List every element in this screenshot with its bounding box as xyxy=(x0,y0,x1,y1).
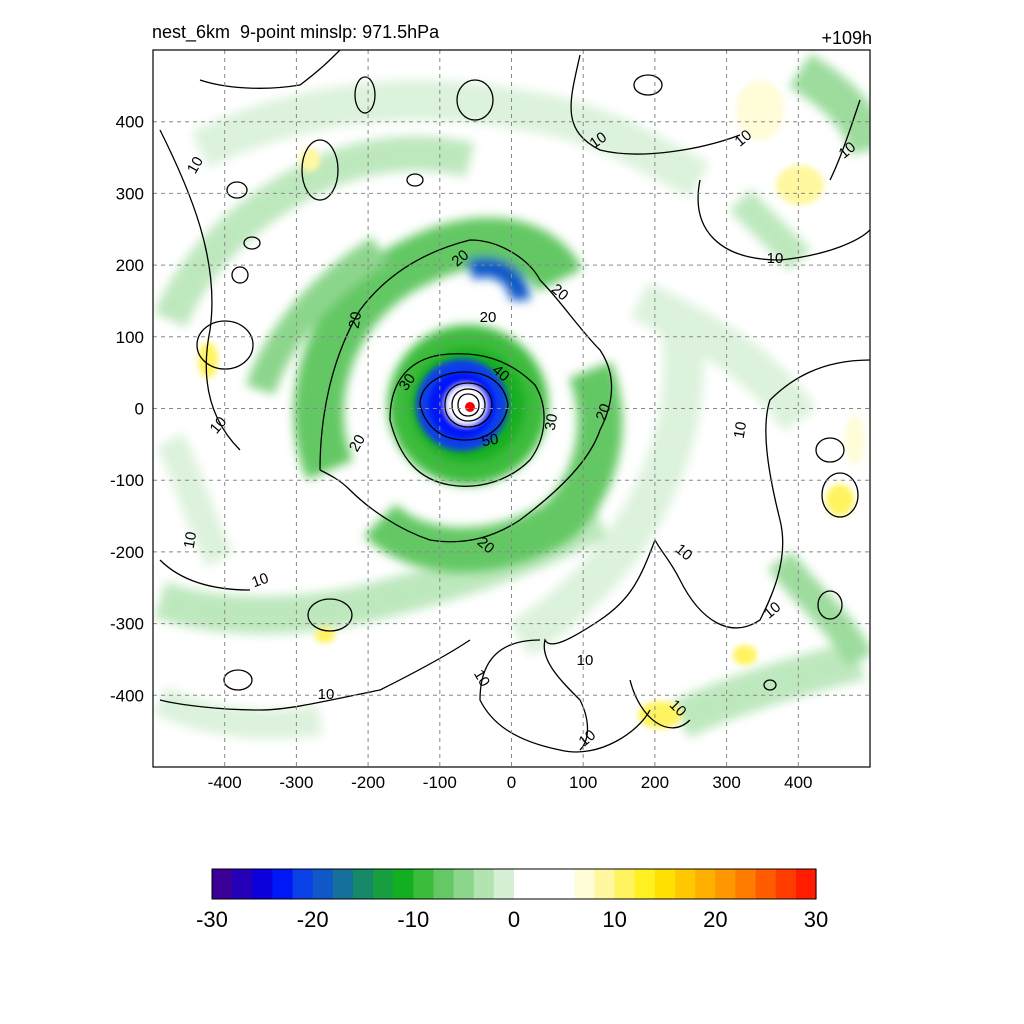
contour-label: 10 xyxy=(249,570,270,592)
colorbar-swatch xyxy=(574,869,596,899)
chart-title: nest_6km 9-point minslp: 971.5hPa xyxy=(152,22,440,42)
colorbar-swatch xyxy=(675,869,696,899)
x-tick-label: -200 xyxy=(351,773,385,792)
contour-label: 30 xyxy=(396,371,419,394)
y-tick-label: 100 xyxy=(116,328,144,347)
y-tick-label: 400 xyxy=(116,113,144,132)
center-marker xyxy=(465,402,475,412)
colorbar-swatch xyxy=(654,869,676,899)
contour-label: 30 xyxy=(542,412,562,431)
colorbar-swatch xyxy=(755,869,777,899)
colorbar-swatch xyxy=(695,869,716,899)
contour-label: 10 xyxy=(318,686,335,703)
y-tick-label: -100 xyxy=(110,471,144,490)
colorbar-swatch xyxy=(614,869,636,899)
contour-label: 10 xyxy=(587,129,610,152)
contour-label: 20 xyxy=(593,401,615,422)
colorbar-swatch xyxy=(493,869,515,899)
colorbar-swatch xyxy=(232,869,253,899)
colorbar-swatch xyxy=(473,869,495,899)
colorbar-swatch xyxy=(634,869,656,899)
shaded-field xyxy=(153,50,870,767)
y-axis: 400 300 200 100 0 -100 -200 -300 -400 xyxy=(110,113,144,706)
colorbar-swatch xyxy=(212,869,233,899)
contour-label: 20 xyxy=(346,310,366,329)
colorbar-swatch xyxy=(252,869,273,899)
colorbar-tick-label: -30 xyxy=(196,907,228,932)
colorbar-swatch xyxy=(735,869,757,899)
colorbar-swatch xyxy=(393,869,414,899)
contour-label: 10 xyxy=(470,667,493,690)
x-tick-label: -100 xyxy=(423,773,457,792)
y-tick-label: 0 xyxy=(135,400,144,419)
contour-label: 10 xyxy=(577,652,594,669)
colorbar-tick-label: -10 xyxy=(397,907,429,932)
colorbar-tick-label: -20 xyxy=(297,907,329,932)
colorbar-tick-label: 10 xyxy=(602,907,626,932)
contour-label: 50 xyxy=(480,431,499,451)
y-tick-label: 200 xyxy=(116,256,144,275)
colorbar-swatch xyxy=(332,869,354,899)
y-tick-label: 300 xyxy=(116,184,144,203)
colorbar-swatch xyxy=(312,869,334,899)
x-tick-label: 0 xyxy=(507,773,516,792)
contour-label: 20 xyxy=(346,432,369,455)
x-tick-label: -300 xyxy=(279,773,313,792)
contour-label: 10 xyxy=(731,420,751,439)
colorbar-swatch xyxy=(373,869,394,899)
colorbar-tick-label: 20 xyxy=(703,907,727,932)
forecast-hour-label: +109h xyxy=(821,28,872,48)
colorbar-ticks: -30 -20 -10 0 10 20 30 xyxy=(196,907,828,932)
x-axis: -400 -300 -200 -100 0 100 200 300 400 xyxy=(208,773,813,792)
colorbar-swatch xyxy=(433,869,455,899)
colorbar-swatch xyxy=(795,869,817,899)
colorbar-swatch xyxy=(514,869,535,899)
colorbar-tick-label: 0 xyxy=(508,907,520,932)
contour-label: 10 xyxy=(184,154,207,177)
x-tick-label: 100 xyxy=(569,773,597,792)
colorbar-swatch xyxy=(715,869,737,899)
plot-frame xyxy=(152,49,871,768)
x-tick-label: -400 xyxy=(208,773,242,792)
x-tick-label: 400 xyxy=(784,773,812,792)
contour-label: 10 xyxy=(767,250,784,267)
y-tick-label: -200 xyxy=(110,543,144,562)
contour-label: 10 xyxy=(181,530,201,549)
colorbar-swatch xyxy=(594,869,616,899)
colorbar-swatch xyxy=(413,869,435,899)
y-tick-label: -300 xyxy=(110,615,144,634)
colorbar-swatch xyxy=(554,869,575,899)
contour-label: 20 xyxy=(480,309,497,326)
colorbar-swatch xyxy=(534,869,555,899)
colorbar-swatch xyxy=(272,869,294,899)
y-tick-label: -400 xyxy=(110,686,144,705)
x-tick-label: 300 xyxy=(712,773,740,792)
colorbar-swatch xyxy=(352,869,374,899)
colorbar-tick-label: 30 xyxy=(804,907,828,932)
colorbar-swatch xyxy=(775,869,797,899)
colorbar xyxy=(211,868,817,900)
colorbar-swatch xyxy=(453,869,475,899)
x-tick-label: 200 xyxy=(641,773,669,792)
colorbar-frame xyxy=(211,868,817,900)
colorbar-swatch xyxy=(292,869,314,899)
